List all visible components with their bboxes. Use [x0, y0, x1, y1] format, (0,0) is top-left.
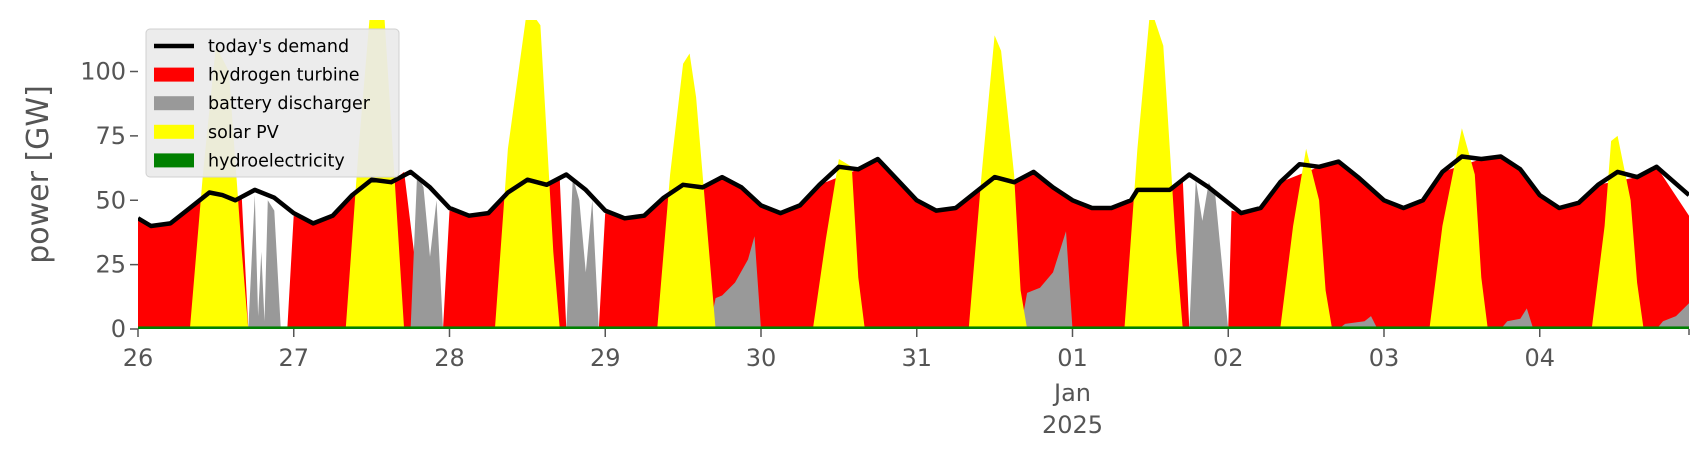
x-tick-label: 26 [123, 344, 154, 372]
legend-label-today-s-demand: today's demand [208, 37, 349, 57]
legend-label-solar-pv: solar PV [208, 123, 279, 143]
legend-label-hydrogen-turbine: hydrogen turbine [208, 66, 360, 86]
y-tick-label: 25 [95, 251, 126, 279]
x-tick-label: 04 [1524, 344, 1555, 372]
x-month-label: Jan [1052, 379, 1091, 407]
demand-line-group [138, 154, 1689, 229]
x-tick-label: 03 [1369, 344, 1400, 372]
y-tick-label: 100 [80, 58, 126, 86]
legend-label-hydroelectricity: hydroelectricity [208, 151, 345, 171]
legend-swatch-solar-pv [154, 124, 194, 139]
x-tick-label: 29 [590, 344, 621, 372]
x-tick-label: 02 [1213, 344, 1244, 372]
legend-box [145, 28, 400, 178]
y-tick-label: 75 [95, 122, 126, 150]
y-tick-label: 50 [95, 186, 126, 214]
x-tick-label: 27 [278, 344, 309, 372]
x-tick-label: 28 [434, 344, 465, 372]
y-axis-label: power [GW] [21, 85, 56, 264]
legend-swatch-hydrogen-turbine [154, 67, 194, 82]
y-tick-label: 0 [111, 315, 126, 343]
area-hydroelectricity [138, 326, 1689, 329]
x-tick-label: 01 [1057, 344, 1088, 372]
legend-label-battery-discharger: battery discharger [208, 94, 371, 114]
y-axis: 0 25 50 75 100 [80, 58, 138, 343]
x-axis: 26 27 28 29 30 31 01 02 03 04 Jan 2025 [123, 329, 1690, 439]
x-year-label: 2025 [1042, 411, 1103, 439]
legend-swatch-hydroelectricity [154, 153, 194, 168]
legend: today's demand hydrogen turbine battery di… [145, 28, 400, 178]
x-tick-label: 31 [901, 344, 932, 372]
chart-areas [138, 20, 1689, 329]
legend-swatch-battery-discharger [154, 96, 194, 111]
demand-line [138, 154, 1689, 229]
x-tick-label: 30 [746, 344, 777, 372]
